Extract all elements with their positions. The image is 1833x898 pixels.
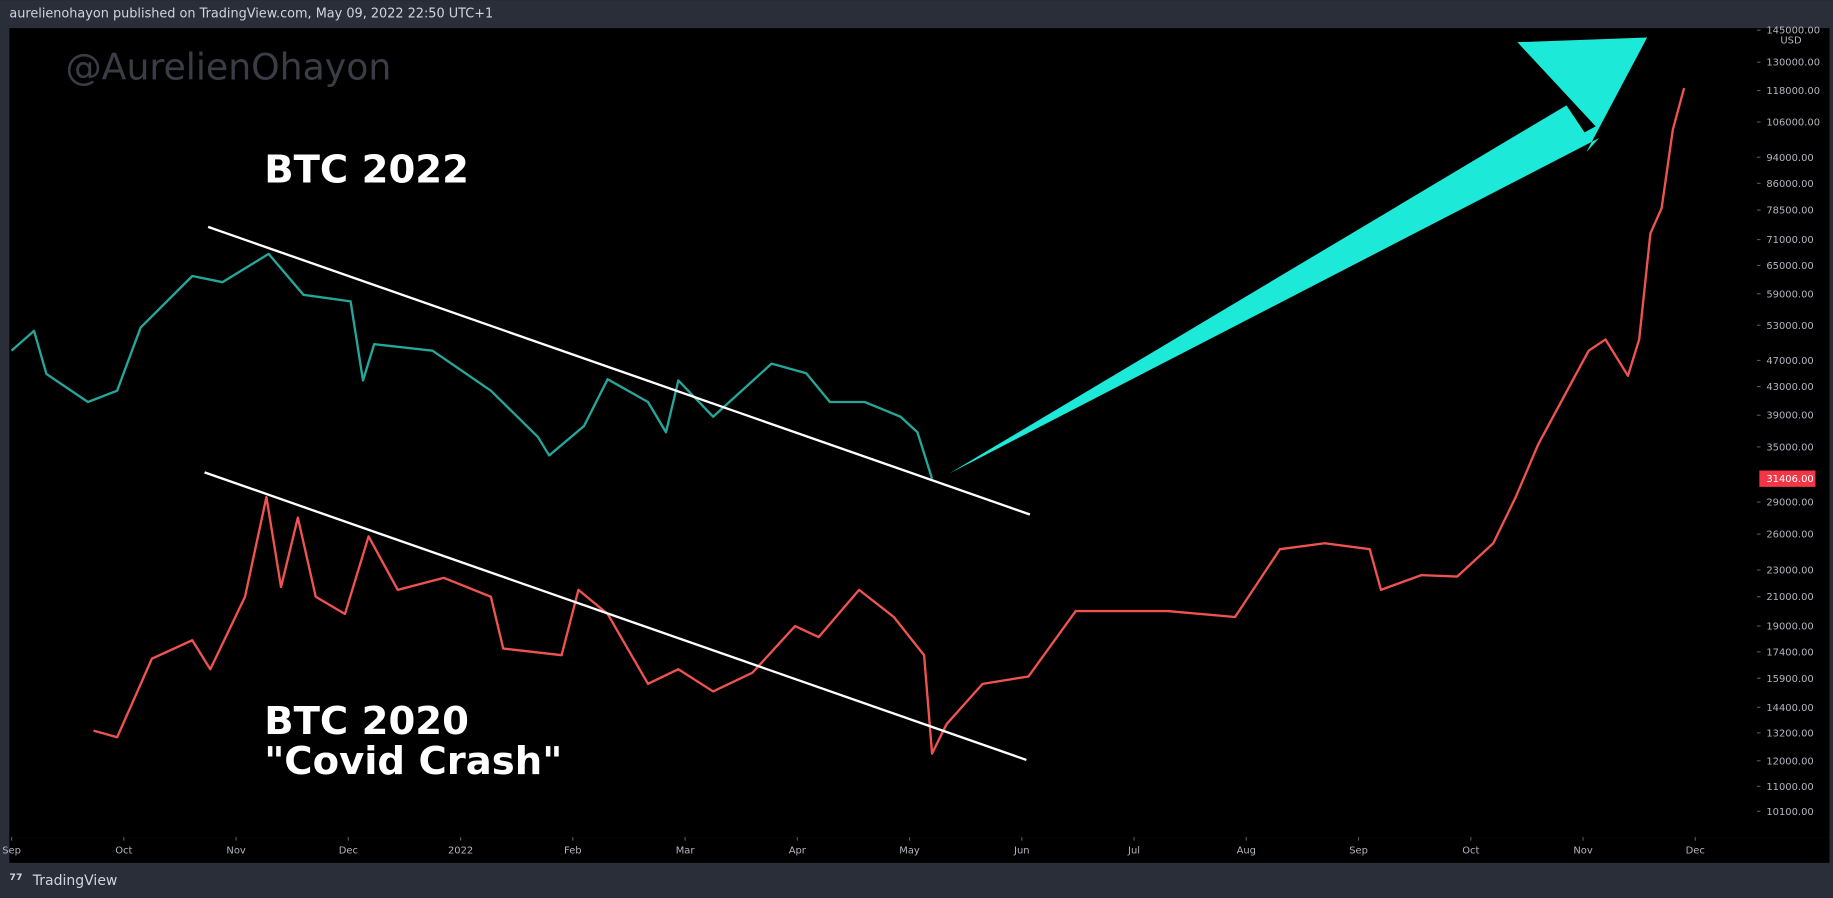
y-tick-label: 17400.00 bbox=[1766, 647, 1813, 658]
y-tick-label: 53000.00 bbox=[1766, 321, 1813, 332]
header: aurelienohayon published on TradingView.… bbox=[9, 7, 493, 22]
y-tick-label: 78500.00 bbox=[1766, 206, 1813, 217]
x-tick-label: Feb bbox=[564, 845, 582, 856]
y-tick-label: 94000.00 bbox=[1766, 153, 1813, 164]
x-tick-label: 2022 bbox=[448, 845, 473, 856]
annotation: "Covid Crash" bbox=[264, 739, 562, 784]
price-line bbox=[10, 252, 934, 480]
y-tick-label: 118000.00 bbox=[1766, 86, 1820, 97]
y-tick-label: 86000.00 bbox=[1766, 179, 1813, 190]
y-tick-label: 145000.00 bbox=[1766, 26, 1820, 37]
ticks: 145000.00 130000.00 118000.00 106000.00 9400… bbox=[2, 26, 1820, 857]
y-tick-label: 13200.00 bbox=[1766, 728, 1813, 739]
x-tick-label: Dec bbox=[1686, 845, 1705, 856]
y-tick-label: 106000.00 bbox=[1766, 118, 1820, 129]
y-tick-label: 43000.00 bbox=[1766, 382, 1813, 393]
y-tick-label: 14400.00 bbox=[1766, 703, 1813, 714]
x-tick-label: Apr bbox=[789, 845, 807, 856]
x-tick-label: Oct bbox=[115, 845, 132, 856]
y-tick-label: 59000.00 bbox=[1766, 289, 1813, 300]
series-label: BTC 2022 bbox=[264, 147, 469, 192]
x-tick-label: Nov bbox=[1573, 845, 1592, 856]
x-tick-label: Jul bbox=[1127, 845, 1140, 856]
y-tick-label: 12000.00 bbox=[1766, 756, 1813, 767]
y-tick-label: 21000.00 bbox=[1766, 592, 1813, 603]
x-tick-label: Jun bbox=[1013, 845, 1030, 856]
trend-line bbox=[207, 225, 1031, 516]
arrow bbox=[949, 105, 1590, 474]
x-tick-label: Sep bbox=[1349, 845, 1368, 856]
time-axis bbox=[9, 837, 1830, 863]
arrow bbox=[949, 37, 1648, 474]
y-tick-label: 39000.00 bbox=[1766, 411, 1813, 422]
x-tick-label: Mar bbox=[676, 845, 696, 856]
watermark: @AurelienOhayon bbox=[65, 46, 391, 89]
y-tick-label: 19000.00 bbox=[1766, 622, 1813, 633]
y-tick-label: 71000.00 bbox=[1766, 235, 1813, 246]
y-tick-label: 10100.00 bbox=[1766, 807, 1813, 818]
y-tick-label: 29000.00 bbox=[1766, 498, 1813, 509]
x-tick-label: May bbox=[899, 845, 920, 856]
y-unit: USD bbox=[1780, 35, 1802, 46]
trend-line bbox=[204, 471, 1027, 762]
x-tick-label: Nov bbox=[226, 845, 245, 856]
y-tick-label: 65000.00 bbox=[1766, 261, 1813, 272]
price-axis bbox=[1757, 28, 1830, 838]
x-tick-label: Oct bbox=[1462, 845, 1479, 856]
y-tick-label: 26000.00 bbox=[1766, 530, 1813, 541]
x-tick-label: Dec bbox=[339, 845, 358, 856]
logo-mark: ⁷⁷ bbox=[9, 871, 22, 889]
series-layer bbox=[10, 87, 1686, 755]
last-price-box bbox=[1759, 470, 1816, 487]
y-tick-label: 23000.00 bbox=[1766, 566, 1813, 577]
x-tick-label: Sep bbox=[2, 845, 21, 856]
last-price-label: 31406.00 bbox=[1766, 474, 1813, 485]
x-tick-label: Aug bbox=[1237, 845, 1256, 856]
price-line bbox=[93, 87, 1686, 755]
y-tick-label: 11000.00 bbox=[1766, 782, 1813, 793]
y-tick-label: 35000.00 bbox=[1766, 442, 1813, 453]
plot-area bbox=[9, 28, 1758, 838]
series-label: BTC 2020 bbox=[264, 699, 469, 744]
y-tick-label: 47000.00 bbox=[1766, 356, 1813, 367]
logo: ⁷⁷ TradingView bbox=[9, 871, 117, 889]
y-tick-label: 130000.00 bbox=[1766, 58, 1820, 69]
footer: TradingView bbox=[32, 873, 118, 889]
y-tick-label: 15900.00 bbox=[1766, 674, 1813, 685]
